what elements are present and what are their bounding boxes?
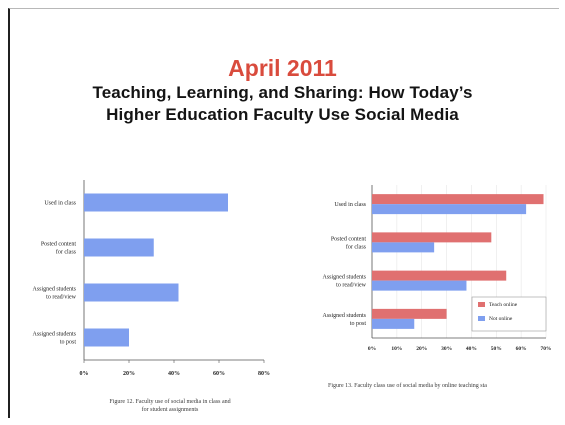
bar	[372, 194, 544, 205]
figure-13-caption: Figure 13. Faculty class use of social m…	[328, 383, 487, 389]
x-tick-label: 60%	[213, 371, 225, 377]
category-label: Assigned students to post	[33, 332, 77, 346]
category-label: Assigned students to read/view	[323, 275, 367, 289]
x-tick-label: 40%	[466, 346, 477, 352]
bar	[84, 283, 179, 302]
bar	[84, 238, 154, 257]
x-tick-label: 0%	[368, 346, 376, 352]
category-label: Used in class	[334, 202, 366, 208]
x-tick-label: 40%	[168, 371, 180, 377]
slide-title-line-2: Higher Education Faculty Use Social Medi…	[106, 105, 459, 124]
bar	[84, 328, 129, 347]
legend-label: Teach online	[489, 302, 518, 308]
x-tick-label: 60%	[516, 346, 527, 352]
figure-12-caption-line-2: for student assignments	[141, 407, 199, 413]
x-tick-label: 0%	[80, 371, 89, 377]
bar	[372, 270, 507, 281]
category-label: Posted content for class	[331, 236, 367, 250]
x-tick-label: 80%	[258, 371, 270, 377]
bar	[372, 280, 467, 291]
x-tick-label: 70%	[541, 346, 552, 352]
figure-12-caption: Figure 12. Faculty use of social media i…	[60, 398, 280, 414]
x-tick-label: 20%	[416, 346, 427, 352]
category-label: Used in class	[44, 201, 76, 207]
bar	[372, 308, 447, 319]
legend-swatch	[478, 316, 485, 321]
slide-date: April 2011	[228, 55, 337, 81]
slide-title-line-1: Teaching, Learning, and Sharing: How Tod…	[92, 83, 473, 102]
category-label: Posted content for class	[41, 242, 77, 256]
bar	[372, 232, 492, 243]
legend-swatch	[478, 302, 485, 307]
x-tick-label: 50%	[491, 346, 502, 352]
bar	[372, 318, 415, 329]
figure-12-caption-line-1: Figure 12. Faculty use of social media i…	[109, 399, 231, 405]
legend-label: Not online	[489, 316, 513, 322]
x-tick-label: 10%	[391, 346, 402, 352]
x-tick-label: 20%	[123, 371, 135, 377]
category-label: Assigned students to read/view	[33, 287, 77, 301]
category-label: Assigned students to post	[323, 313, 367, 327]
bar	[84, 193, 228, 212]
bar	[372, 242, 435, 253]
x-tick-label: 30%	[441, 346, 452, 352]
bar	[372, 204, 527, 215]
faculty-use-bar-chart: Used in class Posted content for class Assi…	[33, 180, 270, 377]
online-teaching-bar-chart: Used in class Posted content for class Assi…	[323, 185, 552, 352]
